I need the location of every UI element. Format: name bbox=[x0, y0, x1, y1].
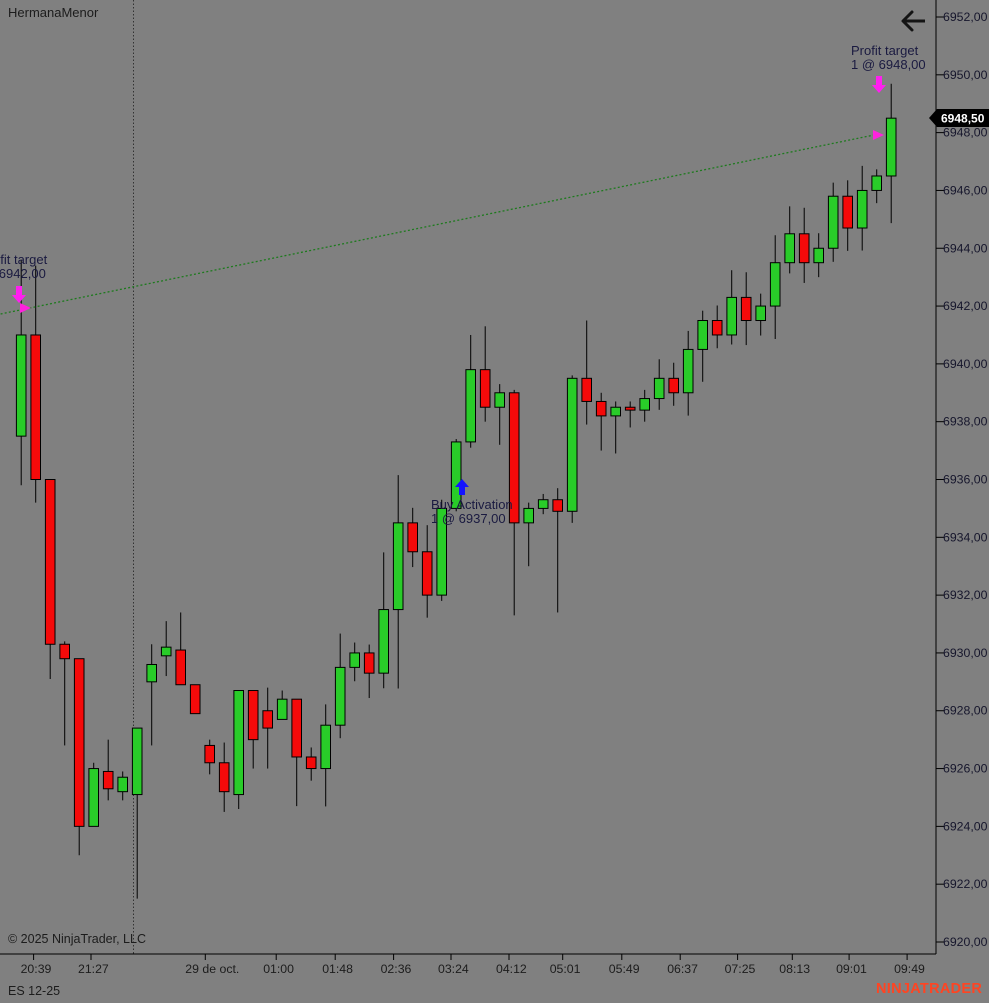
svg-text:@ 6942,00: @ 6942,00 bbox=[0, 266, 46, 281]
svg-text:05:49: 05:49 bbox=[609, 962, 640, 976]
svg-text:08:13: 08:13 bbox=[779, 962, 810, 976]
svg-text:6932,00: 6932,00 bbox=[943, 588, 988, 602]
svg-text:6922,00: 6922,00 bbox=[943, 877, 988, 891]
svg-text:6942,00: 6942,00 bbox=[943, 299, 988, 313]
svg-text:29 de oct.: 29 de oct. bbox=[185, 962, 239, 976]
svg-text:6940,00: 6940,00 bbox=[943, 357, 988, 371]
svg-text:6948,50: 6948,50 bbox=[941, 112, 985, 126]
svg-text:09:49: 09:49 bbox=[894, 962, 925, 976]
svg-text:6928,00: 6928,00 bbox=[943, 704, 988, 718]
svg-text:Buy Activation: Buy Activation bbox=[431, 497, 513, 512]
svg-text:20:39: 20:39 bbox=[21, 962, 52, 976]
svg-text:Profit target: Profit target bbox=[0, 252, 48, 267]
svg-text:07:25: 07:25 bbox=[725, 962, 756, 976]
svg-text:04:12: 04:12 bbox=[496, 962, 527, 976]
svg-text:6934,00: 6934,00 bbox=[943, 530, 988, 544]
svg-text:05:01: 05:01 bbox=[550, 962, 581, 976]
svg-text:6952,00: 6952,00 bbox=[943, 10, 988, 24]
svg-text:6936,00: 6936,00 bbox=[943, 473, 988, 487]
svg-text:03:24: 03:24 bbox=[438, 962, 469, 976]
svg-text:06:37: 06:37 bbox=[667, 962, 698, 976]
svg-text:6926,00: 6926,00 bbox=[943, 762, 988, 776]
svg-text:6948,00: 6948,00 bbox=[943, 126, 988, 140]
svg-text:6930,00: 6930,00 bbox=[943, 646, 988, 660]
svg-text:01:48: 01:48 bbox=[322, 962, 353, 976]
svg-text:1 @ 6948,00: 1 @ 6948,00 bbox=[851, 57, 926, 72]
svg-text:02:36: 02:36 bbox=[381, 962, 412, 976]
svg-text:01:00: 01:00 bbox=[263, 962, 294, 976]
svg-text:09:01: 09:01 bbox=[836, 962, 867, 976]
svg-text:21:27: 21:27 bbox=[78, 962, 109, 976]
svg-text:6950,00: 6950,00 bbox=[943, 68, 988, 82]
svg-text:6924,00: 6924,00 bbox=[943, 819, 988, 833]
svg-text:6944,00: 6944,00 bbox=[943, 241, 988, 255]
svg-text:6946,00: 6946,00 bbox=[943, 183, 988, 197]
svg-text:Profit target: Profit target bbox=[851, 43, 919, 58]
svg-text:1 @ 6937,00: 1 @ 6937,00 bbox=[431, 511, 506, 526]
svg-text:6938,00: 6938,00 bbox=[943, 415, 988, 429]
svg-text:6920,00: 6920,00 bbox=[943, 935, 988, 949]
